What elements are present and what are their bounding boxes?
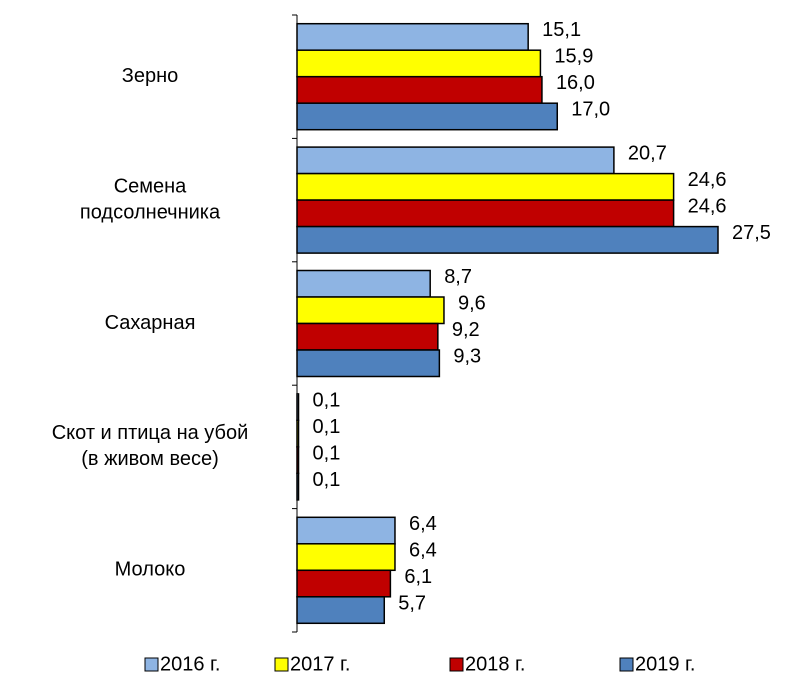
value-label: 0,1 (313, 389, 341, 411)
category-label: Семена (114, 175, 187, 197)
bar (296, 172, 675, 201)
category-label: Скот и птица на убой (52, 422, 249, 444)
legend-swatch (619, 657, 634, 672)
legend-label: 2017 г. (290, 653, 350, 675)
bar (296, 296, 445, 325)
bar (296, 322, 439, 351)
bar (296, 22, 529, 51)
value-label: 9,3 (453, 346, 481, 368)
value-label: 15,1 (542, 19, 581, 41)
value-label: 6,1 (404, 566, 432, 588)
value-label: 9,2 (452, 319, 480, 341)
bar (296, 49, 542, 78)
category-label: Молоко (115, 559, 186, 581)
value-label: 17,0 (571, 99, 610, 121)
legend-label: 2016 г. (160, 653, 220, 675)
value-label: 24,6 (688, 196, 727, 218)
legend-swatch (274, 657, 289, 672)
legend-label: 2018 г. (465, 653, 525, 675)
bar (296, 516, 396, 545)
category-label: (в живом весе) (81, 448, 219, 470)
value-label: 15,9 (554, 46, 593, 68)
category-label: Зерно (122, 65, 179, 87)
bar (296, 543, 396, 572)
value-label: 6,4 (409, 513, 437, 535)
legend-swatch (449, 657, 464, 672)
bar (296, 199, 675, 228)
legend-label: 2019 г. (635, 653, 695, 675)
value-label: 20,7 (628, 143, 667, 165)
bar (296, 75, 543, 104)
bar (296, 596, 386, 625)
bar (296, 349, 441, 378)
value-label: 24,6 (688, 169, 727, 191)
value-label: 8,7 (444, 266, 472, 288)
value-label: 5,7 (398, 592, 426, 614)
legend-swatch (144, 657, 159, 672)
value-label: 27,5 (732, 222, 771, 244)
value-label: 0,1 (313, 416, 341, 438)
value-label: 16,0 (556, 72, 595, 94)
value-label: 0,1 (313, 442, 341, 464)
value-label: 0,1 (313, 469, 341, 491)
value-label: 9,6 (458, 293, 486, 315)
category-label: Сахарная (105, 312, 196, 334)
category-label: подсолнечника (80, 201, 221, 223)
bar (296, 269, 431, 298)
bar (296, 569, 392, 598)
bar (296, 225, 719, 254)
bar (296, 102, 559, 131)
value-label: 6,4 (409, 539, 437, 561)
bar (296, 146, 615, 175)
